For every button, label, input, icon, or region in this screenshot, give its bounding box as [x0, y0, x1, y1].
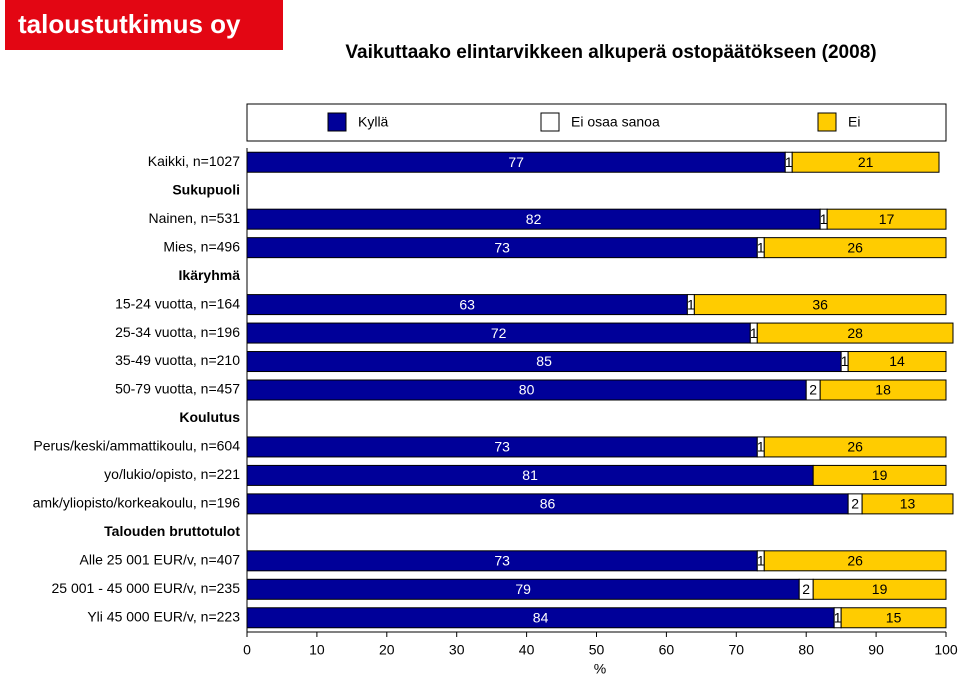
data-label: 2	[809, 382, 817, 398]
data-label: 63	[459, 296, 475, 312]
data-label: 1	[757, 439, 765, 455]
y-tick-label: Mies, n=496	[163, 238, 240, 254]
data-label: 1	[820, 211, 828, 227]
y-tick-label: yo/lukio/opisto, n=221	[104, 466, 240, 482]
data-label: 28	[847, 325, 863, 341]
data-label: 1	[757, 239, 765, 255]
y-tick-label: 15-24 vuotta, n=164	[115, 295, 240, 311]
bar-segment	[812, 464, 947, 486]
legend-label: Kyllä	[358, 114, 389, 130]
y-tick-label: 25 001 - 45 000 EUR/v, n=235	[52, 580, 241, 596]
bar-segment	[840, 607, 947, 629]
data-label: 1	[785, 154, 793, 170]
data-label: 19	[872, 581, 888, 597]
data-label: 73	[494, 439, 510, 455]
y-tick-label: amk/yliopisto/korkeakoulu, n=196	[33, 495, 241, 511]
bar-segment	[763, 237, 947, 259]
data-label: 14	[889, 353, 905, 369]
x-tick-label: 10	[309, 642, 325, 658]
legend-swatch	[327, 112, 347, 132]
y-tick-label: Perus/keski/ammattikoulu, n=604	[33, 438, 240, 454]
chart-title: Vaikuttaako elintarvikkeen alkuperä osto…	[345, 42, 876, 63]
data-label: 73	[494, 553, 510, 569]
x-tick-label: 90	[868, 642, 884, 658]
data-label: 73	[494, 239, 510, 255]
data-label: 2	[851, 496, 859, 512]
y-tick-label: 50-79 vuotta, n=457	[115, 381, 240, 397]
y-tick-label: Nainen, n=531	[149, 210, 241, 226]
group-header: Koulutus	[179, 409, 240, 425]
data-label: 18	[875, 382, 891, 398]
bar-segment	[847, 351, 947, 373]
y-tick-label: Yli 45 000 EUR/v, n=223	[87, 608, 240, 624]
x-tick-label: 40	[519, 642, 535, 658]
data-label: 77	[508, 154, 524, 170]
data-label: 72	[491, 325, 507, 341]
data-label: 2	[802, 581, 810, 597]
data-label: 19	[872, 467, 888, 483]
y-tick-label: Alle 25 001 EUR/v, n=407	[80, 552, 241, 568]
x-tick-label: 60	[659, 642, 675, 658]
bar-segment	[826, 208, 947, 230]
data-label: 13	[900, 496, 916, 512]
bar-segment	[693, 294, 947, 316]
x-tick-label: 50	[589, 642, 605, 658]
bar-segment	[861, 493, 954, 515]
bar-segment	[763, 436, 947, 458]
data-label: 1	[841, 353, 849, 369]
logo-text: taloustutkimus oy	[18, 9, 241, 39]
legend-swatch	[540, 112, 560, 132]
bar-segment	[756, 322, 954, 344]
group-header: Sukupuoli	[172, 181, 240, 197]
data-label: 85	[536, 353, 552, 369]
x-tick-label: 20	[379, 642, 395, 658]
data-label: 86	[540, 496, 556, 512]
group-header: Ikäryhmä	[179, 267, 241, 283]
legend-label: Ei osaa sanoa	[571, 114, 660, 130]
data-label: 36	[812, 296, 828, 312]
data-label: 79	[515, 581, 531, 597]
data-label: 21	[858, 154, 874, 170]
data-label: 1	[757, 553, 765, 569]
data-label: 1	[750, 325, 758, 341]
x-tick-label: 80	[798, 642, 814, 658]
data-label: 80	[519, 382, 535, 398]
logo-box	[5, 0, 283, 50]
data-label: 84	[533, 609, 549, 625]
data-label: 26	[847, 439, 863, 455]
group-header: Talouden bruttotulot	[104, 523, 240, 539]
x-axis-label: %	[594, 661, 606, 677]
x-tick-label: 30	[449, 642, 465, 658]
y-tick-label: 35-49 vuotta, n=210	[115, 352, 240, 368]
data-label: 1	[834, 609, 842, 625]
legend-label: Ei	[848, 114, 860, 130]
y-tick-label: 25-34 vuotta, n=196	[115, 324, 240, 340]
x-tick-label: 100	[934, 642, 958, 658]
data-label: 15	[886, 609, 902, 625]
data-label: 17	[879, 211, 895, 227]
data-label: 26	[847, 239, 863, 255]
data-label: 1	[687, 296, 695, 312]
bar-segment	[791, 151, 940, 173]
bar-segment	[812, 578, 947, 600]
bar-segment	[819, 379, 947, 401]
bar-segment	[763, 550, 947, 572]
legend-swatch	[817, 112, 837, 132]
data-label: 81	[522, 467, 538, 483]
x-tick-label: 0	[243, 642, 251, 658]
data-label: 26	[847, 553, 863, 569]
data-label: 82	[526, 211, 542, 227]
x-tick-label: 70	[729, 642, 745, 658]
y-tick-label: Kaikki, n=1027	[148, 153, 240, 169]
